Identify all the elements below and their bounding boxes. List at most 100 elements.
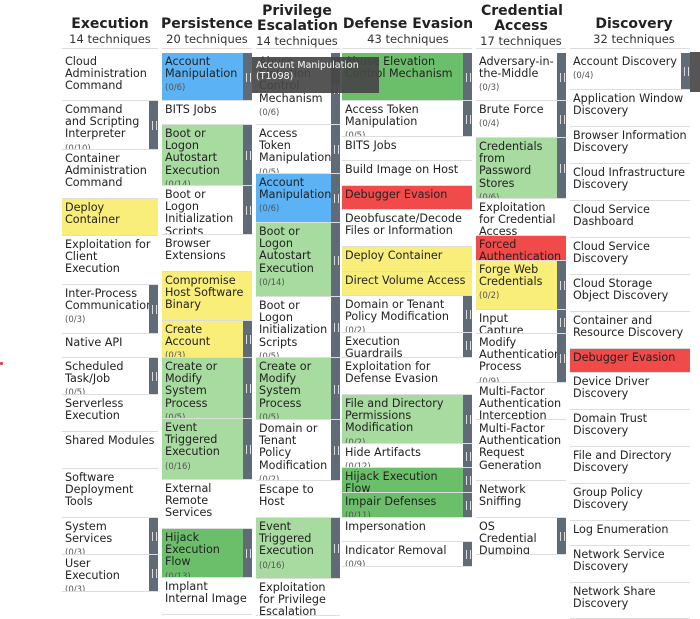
expand-handle-icon[interactable]	[149, 358, 158, 394]
technique-cell[interactable]: Modify Authentication Process (0/9)	[476, 334, 566, 383]
technique-cell[interactable]: Log Enumeration	[570, 521, 690, 546]
expand-handle-icon[interactable]	[557, 310, 566, 333]
technique-cell[interactable]: Hijack Execution Flow(0/13)	[342, 468, 472, 493]
technique-cell[interactable]: Compromise Host Software Binary	[162, 272, 252, 321]
technique-cell[interactable]: Input Capture(0/4)	[476, 310, 566, 334]
technique-cell[interactable]: Adversary-in-the-Middle (0/3)	[476, 53, 566, 101]
expand-handle-icon[interactable]	[331, 174, 340, 222]
technique-cell[interactable]: Boot or Logon Initialization Scripts(0/5…	[256, 297, 340, 358]
technique-cell[interactable]: Event Triggered Execution (0/16)	[256, 518, 340, 579]
technique-cell[interactable]: Network Sniffing	[476, 481, 566, 518]
technique-cell[interactable]: Container Administration Command	[62, 150, 158, 199]
tactic-header-defense-evasion[interactable]: Defense Evasion 43 techniques	[342, 17, 474, 46]
expand-handle-icon[interactable]	[243, 186, 252, 234]
expand-handle-icon[interactable]	[243, 53, 252, 100]
expand-handle-icon[interactable]	[463, 333, 472, 357]
expand-handle-icon[interactable]	[331, 420, 340, 480]
technique-cell[interactable]: Execution Guardrails(0/1)	[342, 333, 472, 358]
technique-cell[interactable]: Boot or Logon Initialization Scripts(0/5…	[162, 186, 252, 235]
expand-handle-icon[interactable]	[149, 518, 158, 554]
technique-cell[interactable]: Direct Volume Access	[342, 272, 472, 296]
technique-cell[interactable]: File and Directory Discovery	[570, 447, 690, 484]
expand-handle-icon[interactable]	[243, 125, 252, 185]
scrollbar-thumb[interactable]	[690, 52, 700, 92]
technique-cell[interactable]: Multi-Factor Authentication Request Gene…	[476, 420, 566, 481]
technique-cell[interactable]: User Execution (0/3)	[62, 555, 158, 592]
technique-cell[interactable]: Software Deployment Tools	[62, 469, 158, 518]
expand-handle-icon[interactable]	[557, 101, 566, 137]
expand-handle-icon[interactable]	[557, 261, 566, 309]
technique-cell[interactable]: Network Share Discovery	[570, 583, 690, 619]
expand-handle-icon[interactable]	[463, 53, 472, 100]
technique-cell[interactable]: Deploy Container	[62, 199, 158, 236]
tactic-header-discovery[interactable]: Discovery 32 techniques	[568, 17, 700, 46]
technique-cell[interactable]: Browser Information Discovery	[570, 127, 690, 164]
technique-cell[interactable]: Create Account (0/3)	[162, 321, 252, 358]
technique-cell[interactable]: Account Manipulation (0/6)	[162, 53, 252, 101]
expand-handle-icon[interactable]	[243, 321, 252, 357]
technique-cell[interactable]: Credentials from Password Stores (0/6)	[476, 138, 566, 199]
tactic-header-privilege-escalation[interactable]: Privilege Escalation 14 techniques	[254, 4, 340, 48]
technique-cell[interactable]: Hide Artifacts (0/12)	[342, 444, 472, 468]
technique-cell[interactable]: Build Image on Host	[342, 161, 472, 186]
technique-cell[interactable]: Boot or Logon Autostart Execution (0/14)	[162, 125, 252, 186]
technique-cell[interactable]: Debugger Evasion	[342, 186, 472, 210]
technique-cell[interactable]: Domain or Tenant Policy Modification (0/2…	[256, 420, 340, 481]
expand-handle-icon[interactable]	[463, 296, 472, 332]
expand-handle-icon[interactable]	[463, 395, 472, 443]
technique-cell[interactable]: Access Token Manipulation (0/5)	[256, 125, 340, 174]
technique-cell[interactable]: Domain Trust Discovery	[570, 410, 690, 447]
technique-cell[interactable]: BITS Jobs	[342, 137, 472, 161]
expand-handle-icon[interactable]	[243, 358, 252, 418]
technique-cell[interactable]: Browser Extensions	[162, 235, 252, 272]
expand-handle-icon[interactable]	[463, 468, 472, 492]
technique-cell[interactable]: Native API	[62, 334, 158, 358]
expand-handle-icon[interactable]	[681, 53, 690, 89]
expand-handle-icon[interactable]	[149, 555, 158, 591]
technique-cell[interactable]: File and Directory Permissions Modificat…	[342, 395, 472, 444]
expand-handle-icon[interactable]	[149, 285, 158, 333]
expand-handle-icon[interactable]	[557, 53, 566, 100]
technique-cell[interactable]: Exploitation for Credential Access	[476, 199, 566, 236]
technique-cell[interactable]: Hijack Execution Flow(0/13)	[162, 529, 252, 578]
technique-cell[interactable]: Create or Modify System Process (0/5)	[256, 358, 340, 420]
technique-cell[interactable]: Implant Internal Image	[162, 578, 252, 615]
expand-handle-icon[interactable]	[331, 125, 340, 173]
technique-cell[interactable]: Cloud Administration Command	[62, 53, 158, 101]
technique-cell[interactable]: BITS Jobs	[162, 101, 252, 125]
technique-cell[interactable]: Domain or Tenant Policy Modification (0/2…	[342, 296, 472, 333]
technique-cell[interactable]: Boot or Logon Autostart Execution (0/14)	[256, 223, 340, 297]
technique-cell[interactable]: Inter-Process Communication (0/3)	[62, 285, 158, 334]
technique-cell[interactable]: Cloud Storage Object Discovery	[570, 275, 690, 312]
technique-cell[interactable]: Container and Resource Discovery	[570, 312, 690, 349]
technique-cell[interactable]: System Services (0/3)	[62, 518, 158, 555]
technique-cell[interactable]: Indicator Removal (0/9)	[342, 542, 472, 567]
technique-cell[interactable]: OS Credential Dumping(0/8)	[476, 518, 566, 555]
technique-cell[interactable]: Command and Scripting Interpreter (0/10)	[62, 101, 158, 150]
technique-cell[interactable]: Application Window Discovery	[570, 90, 690, 127]
technique-cell[interactable]: Shared Modules	[62, 432, 158, 469]
technique-cell[interactable]: Deobfuscate/Decode Files or Information	[342, 210, 472, 247]
expand-handle-icon[interactable]	[331, 358, 340, 419]
technique-cell[interactable]: Network Service Discovery	[570, 546, 690, 583]
expand-handle-icon[interactable]	[557, 334, 566, 382]
technique-cell[interactable]: Account Manipulation (0/6)	[256, 174, 340, 223]
technique-cell[interactable]: Access Token Manipulation (0/5)	[342, 101, 472, 137]
technique-cell[interactable]: Forced Authentication	[476, 236, 566, 261]
technique-cell[interactable]: External Remote Services	[162, 480, 252, 529]
technique-cell[interactable]: Device Driver Discovery	[570, 373, 690, 410]
tactic-header-execution[interactable]: Execution 14 techniques	[62, 17, 158, 46]
technique-cell[interactable]: Cloud Service Discovery	[570, 238, 690, 275]
technique-cell[interactable]: Exploitation for Client Execution	[62, 236, 158, 285]
technique-cell[interactable]: Debugger Evasion	[570, 349, 690, 373]
technique-cell[interactable]: Impair Defenses (0/11)	[342, 493, 472, 518]
technique-cell[interactable]: Scheduled Task/Job (0/5)	[62, 358, 158, 395]
technique-cell[interactable]: Exploitation for Defense Evasion	[342, 358, 472, 395]
technique-cell[interactable]: Exploitation for Privilege Escalation	[256, 579, 340, 616]
technique-cell[interactable]: Cloud Infrastructure Discovery	[570, 164, 690, 201]
technique-cell[interactable]: Cloud Service Dashboard	[570, 201, 690, 238]
technique-cell[interactable]: Group Policy Discovery	[570, 484, 690, 521]
technique-cell[interactable]: Brute Force (0/4)	[476, 101, 566, 138]
expand-handle-icon[interactable]	[331, 297, 340, 357]
expand-handle-icon[interactable]	[463, 444, 472, 467]
